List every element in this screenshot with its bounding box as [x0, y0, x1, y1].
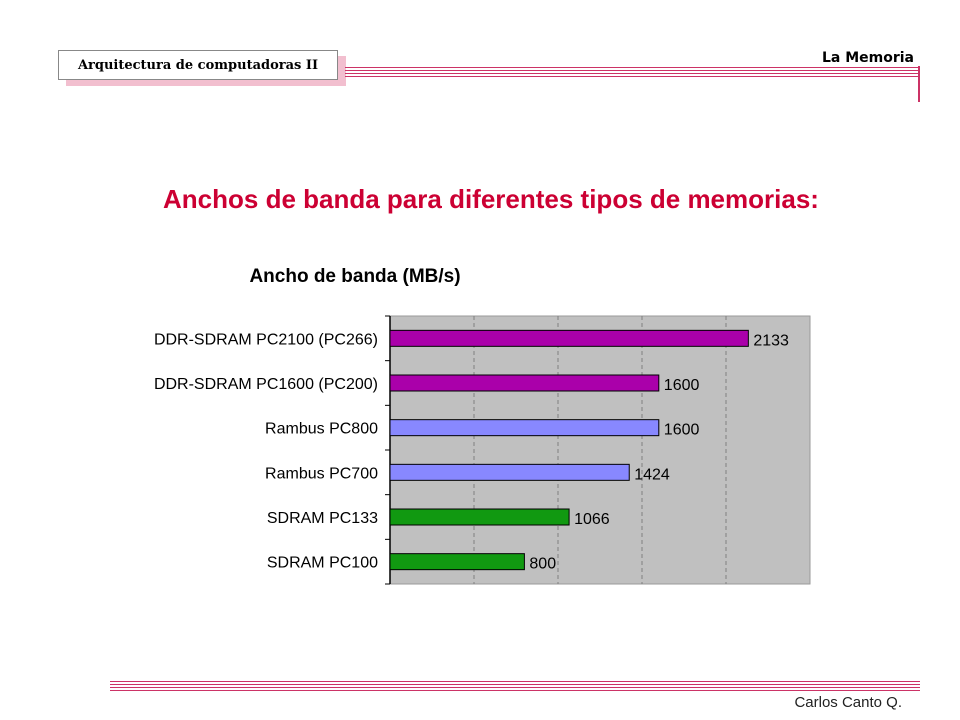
- category-label: Rambus PC800: [265, 421, 378, 438]
- header-rule-3: [345, 73, 920, 74]
- value-label: 2133: [753, 332, 789, 349]
- bandwidth-chart: Ancho de banda (MB/s) DDR-SDRAM PC2100 (…: [154, 266, 811, 585]
- footer-rule-1: [110, 681, 920, 682]
- header-rule-1: [345, 67, 920, 68]
- bar: [389, 463, 630, 481]
- category-label: DDR-SDRAM PC1600 (PC200): [154, 376, 378, 393]
- value-label: 1600: [664, 377, 700, 394]
- author-name: Carlos Canto Q.: [794, 694, 902, 711]
- header-rule-4: [345, 76, 920, 77]
- slide-title: Anchos de banda para diferentes tipos de…: [163, 184, 819, 214]
- category-label: SDRAM PC133: [267, 510, 378, 527]
- bar: [389, 419, 660, 437]
- footer-rule-4: [110, 690, 920, 691]
- bar: [389, 374, 660, 392]
- header-rule-vertical: [918, 66, 920, 102]
- course-title-box: Arquitectura de computadoras II: [58, 50, 338, 80]
- value-label: 1066: [574, 511, 610, 528]
- value-label: 800: [529, 556, 556, 573]
- category-label: SDRAM PC100: [267, 555, 378, 572]
- header-rule-2: [345, 70, 920, 71]
- category-label: Rambus PC700: [265, 465, 378, 482]
- footer-rule-3: [110, 687, 920, 688]
- value-label: 1600: [664, 422, 700, 439]
- value-label: 1424: [634, 466, 670, 483]
- bar: [389, 553, 525, 571]
- category-label: DDR-SDRAM PC2100 (PC266): [154, 331, 378, 348]
- plot-area: [389, 315, 811, 585]
- bar: [389, 329, 749, 347]
- bar: [389, 508, 570, 526]
- course-title: Arquitectura de computadoras II: [77, 57, 319, 73]
- section-title: La Memoria: [821, 50, 914, 66]
- chart-title: Ancho de banda (MB/s): [249, 266, 460, 287]
- footer-rule-2: [110, 684, 920, 685]
